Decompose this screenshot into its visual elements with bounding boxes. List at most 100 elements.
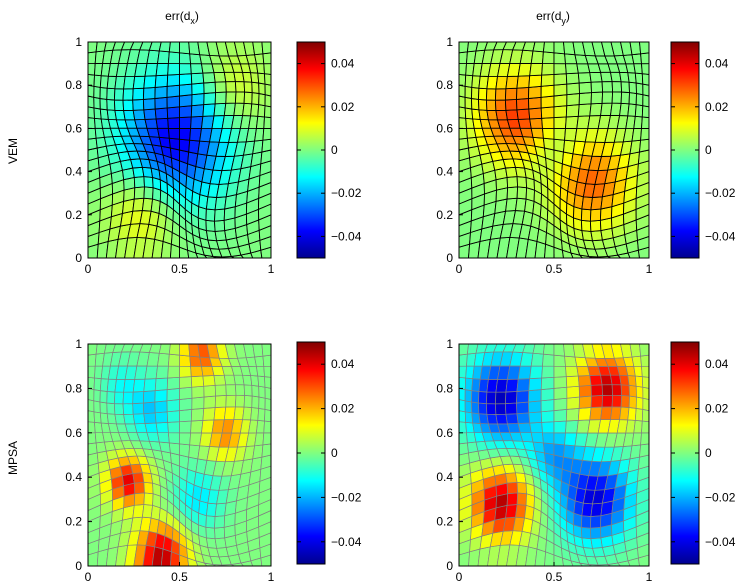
- x-tick-label: 0: [85, 570, 92, 581]
- heatmap-cell: [590, 395, 603, 408]
- heatmap-cell: [214, 384, 227, 397]
- heatmap-cell: [154, 96, 168, 110]
- colorbar-tick-label: 0.04: [331, 57, 355, 71]
- y-tick-label: 0.6: [65, 426, 82, 440]
- heatmap-cell: [250, 375, 260, 387]
- heatmap-cell: [542, 41, 555, 54]
- heatmap-cell: [601, 384, 613, 396]
- heatmap-cell: [541, 117, 555, 129]
- heatmap-cell: [99, 390, 108, 404]
- heatmap-cell: [132, 391, 145, 404]
- heatmap-cell: [505, 472, 518, 484]
- heatmap-cell: [262, 432, 272, 446]
- heatmap-cell: [565, 420, 579, 434]
- colorbar-tick-label: −0.02: [331, 490, 362, 504]
- heatmap-cell: [553, 116, 567, 129]
- heatmap-cell: [191, 93, 205, 107]
- heatmap-cell: [243, 384, 253, 397]
- colorbar-tick-label: −0.04: [705, 229, 736, 243]
- heatmap-cell: [553, 365, 567, 378]
- y-tick-label: 0: [446, 251, 453, 265]
- colorbar-tick-label: 0.04: [705, 57, 729, 71]
- y-tick-label: 0.6: [65, 121, 82, 135]
- heatmap-cell: [565, 365, 579, 377]
- heatmap-cell: [553, 420, 567, 434]
- heatmap-cell: [114, 391, 124, 405]
- heatmap-cells: [87, 41, 272, 259]
- colorbar: [296, 41, 326, 259]
- heatmap-cell: [627, 103, 637, 117]
- heatmap-cell: [628, 81, 637, 95]
- heatmap-cell: [133, 186, 145, 200]
- heatmap-cell: [263, 116, 272, 129]
- y-tick-label: 0.6: [436, 426, 453, 440]
- heatmap-cell: [589, 71, 603, 83]
- heatmap-cell: [252, 444, 264, 460]
- heatmap-cell: [641, 105, 650, 119]
- heatmap-cell: [252, 139, 264, 155]
- heatmap-cell: [87, 353, 97, 367]
- heatmap-cell: [505, 109, 519, 121]
- heatmap-cell: [87, 63, 96, 76]
- heatmap-cell: [464, 400, 473, 414]
- heatmap-cell: [530, 432, 544, 444]
- heatmap-cell: [464, 96, 473, 110]
- heatmap-cell: [494, 99, 507, 111]
- heatmap-cell: [168, 137, 180, 151]
- heatmap-cell: [553, 354, 566, 367]
- x-tick-label: 0: [456, 570, 463, 581]
- heatmap-cell: [179, 420, 192, 434]
- heatmap-cell: [471, 401, 480, 415]
- heatmap-cell: [620, 91, 630, 105]
- heatmap-cell: [263, 365, 272, 378]
- heatmap-cell: [516, 75, 531, 89]
- heatmap-cell: [106, 98, 116, 111]
- heatmap-cell: [505, 402, 518, 415]
- heatmap-cell: [528, 74, 543, 88]
- panel-mpsa-dy: 0 0.5 1 0 0.2 0.4 0.6 0.8 1 0.04 0.02 0 −0.02 −0.04: [436, 337, 735, 581]
- heatmap-cell: [580, 219, 592, 232]
- heatmap-cell: [179, 138, 191, 153]
- heatmap-cell: [641, 73, 650, 86]
- heatmap-cell: [191, 396, 205, 410]
- heatmap-cell: [167, 51, 180, 65]
- heatmap-cell: [154, 377, 169, 391]
- heatmap-cell: [516, 378, 531, 392]
- heatmap-cell: [628, 92, 637, 106]
- heatmap-cell: [255, 115, 265, 129]
- heatmap-cell: [540, 106, 555, 119]
- heatmap-cell: [261, 443, 272, 458]
- x-tick-label: 0.5: [171, 262, 188, 276]
- heatmap-cell: [505, 413, 519, 425]
- heatmap-cell: [529, 365, 543, 379]
- heatmap-cell: [464, 389, 473, 403]
- heatmap-cell: [553, 94, 568, 108]
- heatmap-cell: [214, 81, 227, 94]
- heatmap-cell: [122, 99, 134, 111]
- heatmap-cell: [516, 176, 528, 189]
- heatmap-cell: [553, 138, 566, 153]
- heatmap-cell: [190, 408, 205, 422]
- heatmap-cell: [566, 396, 580, 410]
- heatmap-cell: [179, 343, 191, 357]
- heatmap-cell: [611, 91, 623, 104]
- heatmap-cell: [190, 365, 204, 377]
- heatmap-cell: [190, 420, 204, 434]
- heatmap-cell: [590, 502, 603, 517]
- heatmap-cell: [168, 343, 180, 356]
- heatmap-cell: [553, 83, 568, 97]
- heatmap-cell: [167, 365, 180, 379]
- heatmap-cell: [495, 391, 507, 405]
- heatmap-cell: [154, 107, 169, 120]
- heatmap-cell: [214, 515, 226, 529]
- heatmap-cell: [516, 492, 527, 506]
- heatmap-cell: [528, 96, 542, 110]
- heatmap-cell: [627, 375, 637, 387]
- heatmap-cell: [458, 365, 467, 379]
- colorbar-tick-label: 0: [705, 143, 712, 157]
- heatmap-cell: [142, 98, 156, 111]
- heatmap-cell: [155, 422, 169, 434]
- heatmap-cell: [458, 51, 468, 65]
- heatmap-cell: [458, 127, 468, 140]
- colorbar-tick-label: 0.02: [331, 100, 355, 114]
